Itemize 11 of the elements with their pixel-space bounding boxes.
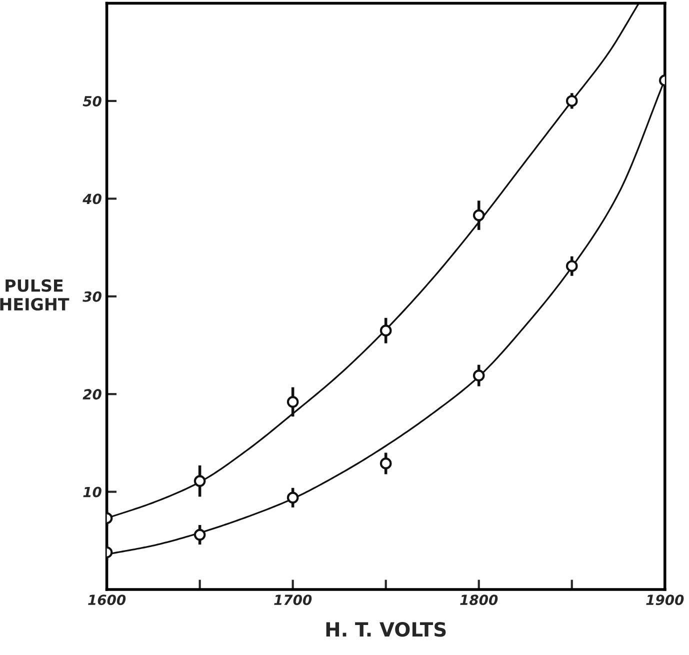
y-tick-label: 20: [82, 389, 102, 400]
y-tick-label: 30: [82, 291, 102, 302]
x-tick-label: 1700: [274, 594, 312, 606]
y-tick-label: 10: [83, 486, 102, 498]
x-axis-title: H. T. VOLTS: [326, 622, 446, 637]
x-tick-label: 1900: [646, 594, 684, 606]
x-tick-label: 1800: [460, 594, 498, 606]
y-tick-label: 50: [82, 96, 102, 106]
x-tick-label: 1600: [88, 594, 126, 606]
y-axis-title: PULSE HEIGHT: [0, 279, 70, 311]
y-tick-label: 40: [82, 194, 102, 204]
